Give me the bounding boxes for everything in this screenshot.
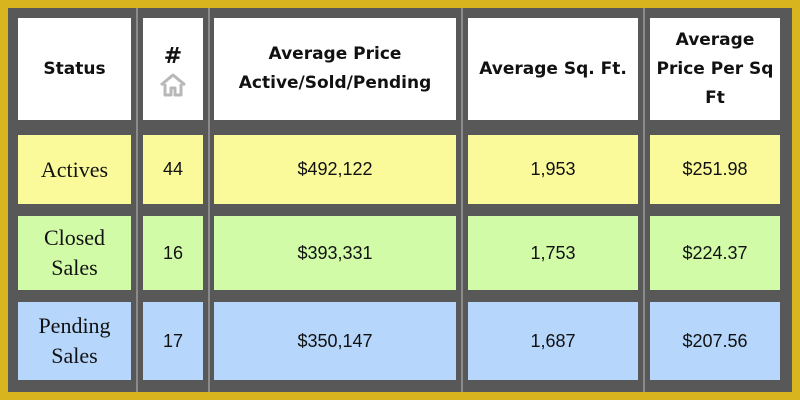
avg-sqft-value: 1,753	[530, 242, 576, 263]
header-avg-price: Average Price Active/Sold/Pending	[214, 18, 456, 120]
column-separator	[643, 8, 645, 392]
status-label: Closed Sales	[43, 225, 106, 280]
price-per-sqft-value: $207.56	[682, 330, 748, 351]
avg-sqft-value: 1,953	[530, 159, 576, 179]
column-separator	[461, 8, 463, 392]
header-status: Status	[18, 18, 131, 120]
header-status-label: Status	[43, 58, 106, 79]
avg-price-value: $393,331	[297, 242, 373, 263]
avg-price-value: $350,147	[297, 330, 373, 351]
header-price-per-sqft-label: Average Price Per Sq Ft	[656, 29, 774, 108]
table-row-actives-count: 44	[143, 135, 203, 204]
column-separator	[136, 8, 138, 392]
header-count-label: #	[163, 43, 183, 69]
header-avg-sqft-label: Average Sq. Ft.	[479, 58, 627, 79]
table-row-closed-status: Closed Sales	[18, 216, 131, 290]
table-row-pending-count: 17	[143, 302, 203, 380]
header-avg-sqft: Average Sq. Ft.	[468, 18, 638, 120]
header-count: #	[143, 18, 203, 120]
header-price-per-sqft: Average Price Per Sq Ft	[650, 18, 780, 120]
table-row-closed-price: $393,331	[214, 216, 456, 290]
table-row-pending-status: Pending Sales	[18, 302, 131, 380]
count-value: 16	[162, 242, 184, 263]
table-row-pending-sqft: 1,687	[468, 302, 638, 380]
column-separator	[208, 8, 210, 392]
table-row-pending-ppsf: $207.56	[650, 302, 780, 380]
table-row-actives-status: Actives	[18, 135, 131, 204]
table-row-pending-price: $350,147	[214, 302, 456, 380]
header-avg-price-label: Average Price Active/Sold/Pending	[238, 44, 432, 93]
price-per-sqft-value: $224.37	[682, 242, 748, 263]
table-row-actives-price: $492,122	[214, 135, 456, 204]
count-value: 44	[162, 159, 184, 179]
table-row-closed-sqft: 1,753	[468, 216, 638, 290]
count-value: 17	[162, 330, 184, 351]
status-label: Pending Sales	[38, 313, 111, 368]
table-row-actives-ppsf: $251.98	[650, 135, 780, 204]
status-label: Actives	[40, 157, 109, 182]
table-row-closed-ppsf: $224.37	[650, 216, 780, 290]
table-row-actives-sqft: 1,953	[468, 135, 638, 204]
price-per-sqft-value: $251.98	[682, 159, 748, 179]
avg-sqft-value: 1,687	[530, 330, 576, 351]
avg-price-value: $492,122	[297, 159, 373, 179]
table-row-closed-count: 16	[143, 216, 203, 290]
home-icon	[160, 73, 186, 96]
